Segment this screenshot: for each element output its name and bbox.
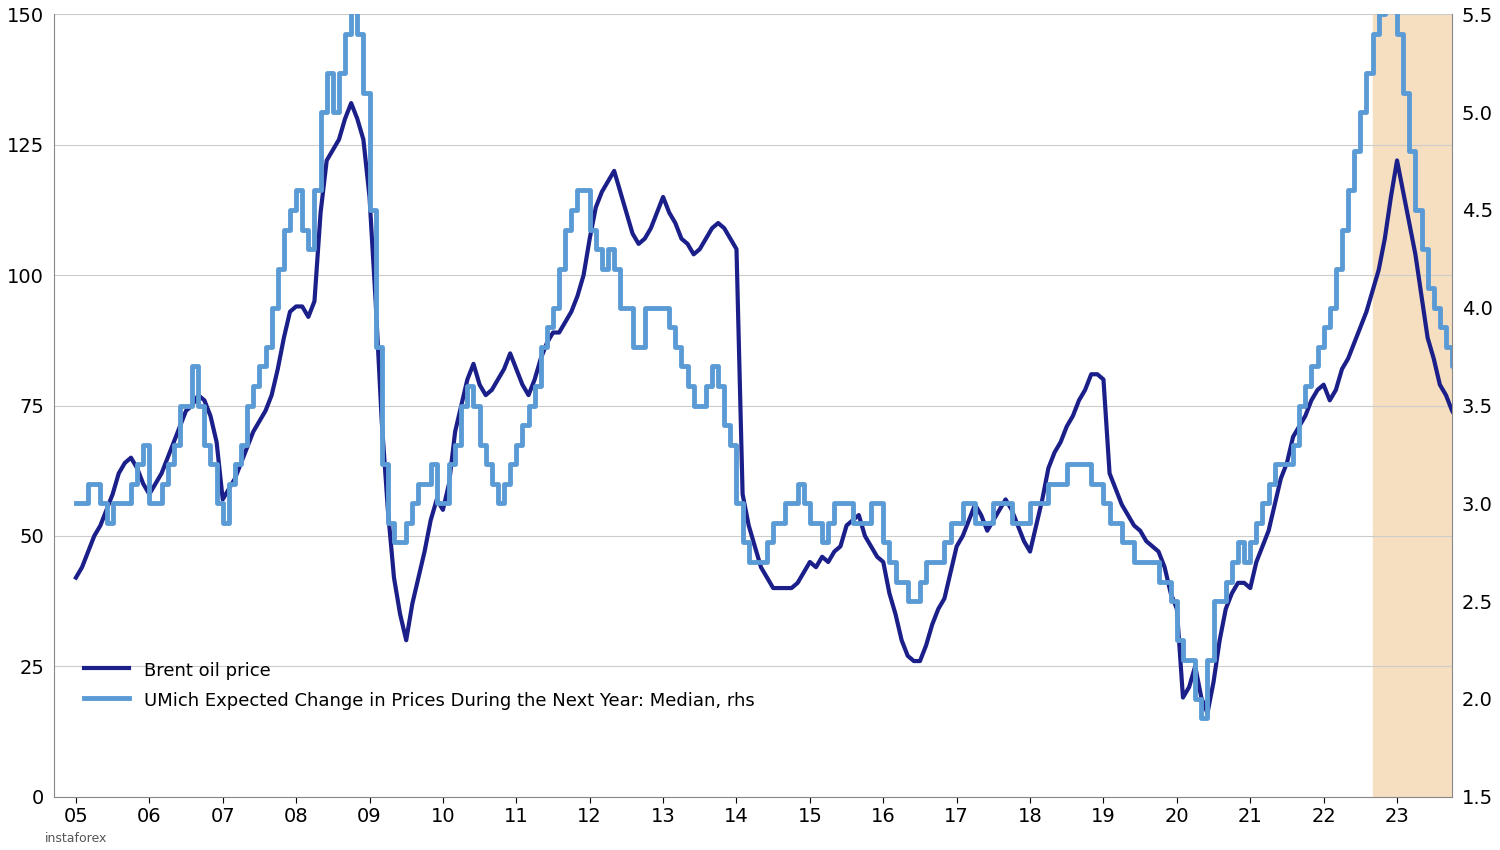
Text: instaforex: instaforex	[45, 831, 108, 845]
Bar	[1372, 14, 1452, 796]
Legend: Brent oil price, UMich Expected Change in Prices During the Next Year: Median, r: Brent oil price, UMich Expected Change i…	[76, 654, 762, 717]
